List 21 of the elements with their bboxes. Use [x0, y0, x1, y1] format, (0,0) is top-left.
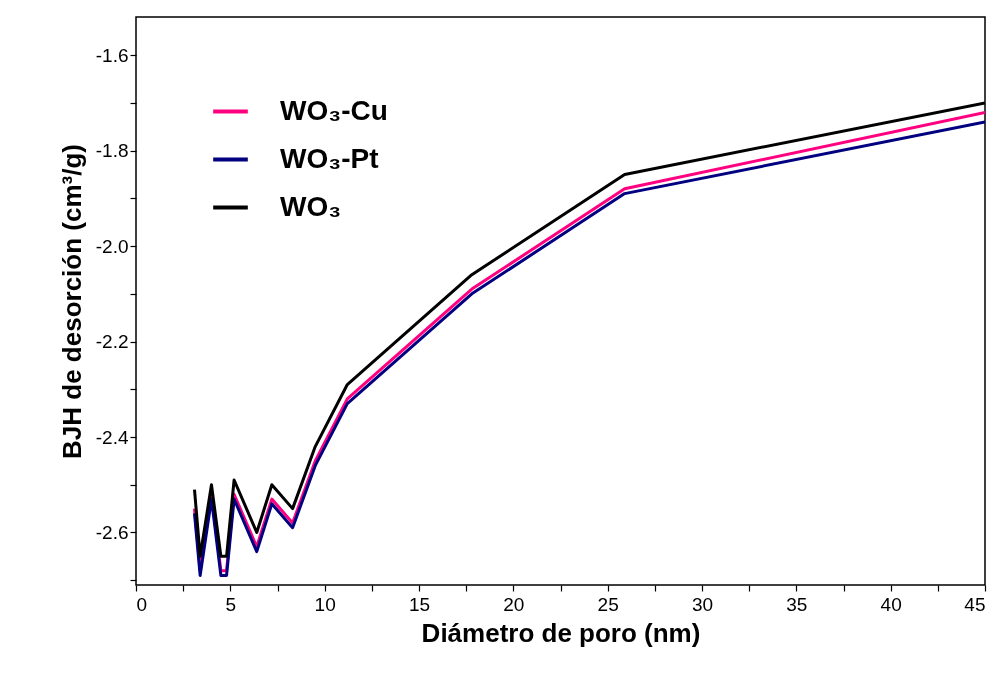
y-tick-label: -1.8 [95, 140, 129, 162]
x-tick-label: 15 [408, 593, 431, 615]
x-tick-label: 0 [136, 593, 148, 615]
y-tick-label: -2.4 [95, 426, 129, 448]
x-tick-label: 20 [503, 593, 525, 615]
x-tick-label: 45 [964, 593, 986, 615]
y-tick-label: -2.0 [95, 235, 129, 257]
x-axis-title: Diámetro de poro (nm) [421, 617, 701, 648]
x-tick-label: 30 [691, 593, 714, 615]
x-tick-label: 25 [597, 593, 619, 615]
y-axis-title: BJH de desorción (cm³/g) [56, 144, 87, 459]
x-tick-label: 40 [880, 593, 902, 615]
y-tick-label: -1.6 [95, 44, 129, 66]
y-tick-label: -2.2 [95, 331, 129, 353]
legend-label: WO₃ [280, 190, 342, 222]
y-tick-label: -2.6 [95, 522, 129, 543]
x-tick-label: 5 [225, 593, 237, 615]
legend-label: WO₃-Pt [280, 142, 379, 174]
x-tick-label: 35 [786, 593, 808, 615]
x-tick-label: 10 [314, 593, 336, 615]
legend-label: WO₃-Cu [280, 94, 388, 126]
